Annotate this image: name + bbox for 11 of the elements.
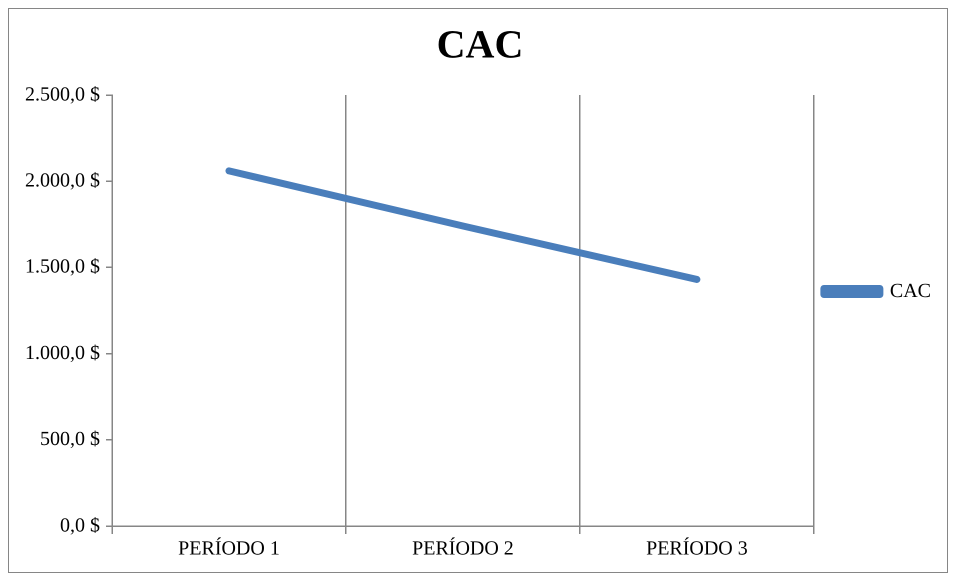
y-tick-label: 1.500,0 $: [25, 256, 100, 278]
chart-title: CAC: [436, 21, 524, 66]
y-tick-label: 500,0 $: [40, 428, 100, 450]
x-tick-label: PERÍODO 2: [412, 536, 514, 560]
x-tick-label: PERÍODO 3: [646, 536, 748, 560]
legend-label: CAC: [890, 280, 931, 302]
y-tick-label: 2.500,0 $: [25, 83, 100, 106]
x-tick-label: PERÍODO 1: [178, 536, 280, 560]
y-tick-label: 0,0 $: [60, 514, 100, 536]
y-tick-label: 1.000,0 $: [25, 342, 100, 364]
y-tick-label: 2.000,0 $: [25, 169, 100, 192]
